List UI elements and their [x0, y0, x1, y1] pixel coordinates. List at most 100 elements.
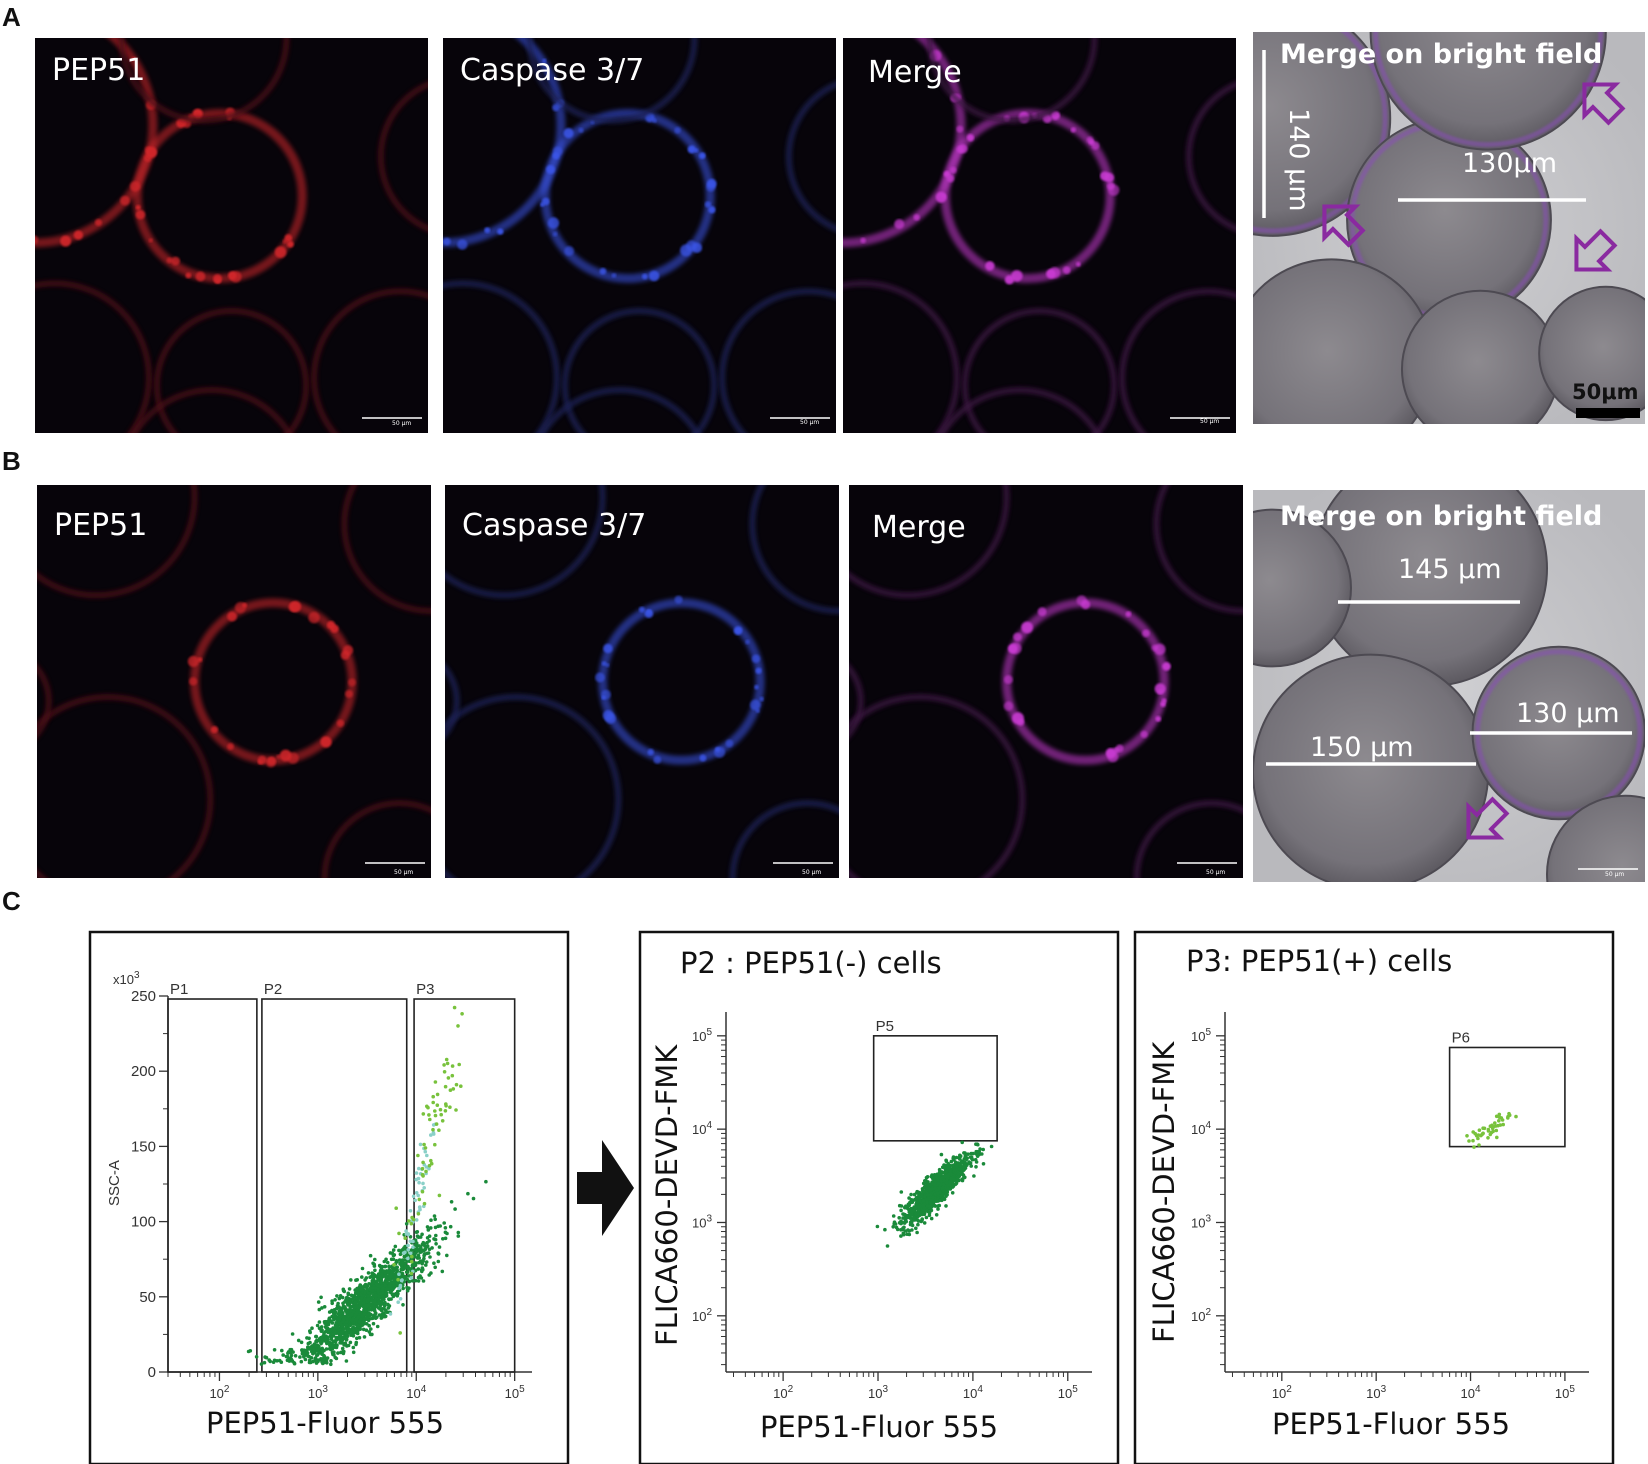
data-point [460, 1012, 464, 1016]
data-point [389, 1273, 394, 1277]
data-point [429, 1161, 434, 1166]
data-point [899, 1190, 904, 1194]
cell-spot [1062, 266, 1071, 275]
data-point [307, 1358, 312, 1363]
data-point [335, 1304, 340, 1308]
data-point [1467, 1139, 1471, 1143]
data-point [891, 1225, 895, 1229]
data-point [1476, 1136, 1480, 1141]
data-point [944, 1159, 949, 1163]
cell-spot [340, 650, 350, 660]
panel-a-horizontal-measure: 130μm [1462, 148, 1557, 179]
panel-b-micrograph-red-background [37, 485, 431, 878]
cell-spot [1021, 621, 1034, 634]
cell-spot [1106, 182, 1115, 190]
data-point [369, 1327, 373, 1331]
cell-spot [60, 235, 72, 247]
data-point [920, 1217, 924, 1221]
data-point [928, 1192, 933, 1197]
data-point [961, 1168, 966, 1172]
data-point [381, 1269, 386, 1273]
data-point [440, 1269, 445, 1274]
cell-spot [475, 7, 481, 13]
cell-spot [1003, 701, 1014, 711]
cell-spot [94, 219, 102, 227]
cell-spot [227, 271, 237, 280]
data-point [937, 1167, 942, 1172]
data-point [342, 1289, 347, 1294]
panel-a-pep51-scalebar-label: 50 μm [392, 420, 411, 427]
cell-spot [1007, 643, 1018, 654]
cell-spot [257, 759, 263, 765]
cell-spot [685, 240, 697, 252]
data-point [362, 1312, 367, 1316]
cell-spot [860, 237, 866, 244]
data-point [371, 1261, 375, 1266]
cell-spot [1075, 261, 1081, 267]
cell-ring [1185, 81, 1236, 232]
data-point [401, 1267, 406, 1271]
data-point [411, 1245, 415, 1249]
data-point [406, 1248, 411, 1252]
data-point [285, 1358, 290, 1363]
cell-ring [445, 693, 622, 878]
cell-spot [542, 58, 547, 63]
data-point [413, 1278, 418, 1283]
panel-b-caspase-title: Caspase 3/7 [462, 508, 646, 543]
cell-spot [73, 230, 84, 240]
data-point [445, 1231, 449, 1236]
cell-spot [564, 246, 575, 256]
data-point [431, 1100, 436, 1105]
panel-label-b: B [2, 446, 21, 476]
y-tick-label: 102 [692, 1307, 712, 1324]
cell-spot [966, 134, 975, 142]
cell-spot [1013, 632, 1022, 642]
chart2-points [875, 1140, 994, 1248]
data-point [425, 1240, 429, 1245]
y-tick-label: 105 [1191, 1027, 1211, 1044]
data-point [345, 1334, 350, 1338]
data-point [929, 1216, 934, 1221]
data-point [433, 1265, 438, 1270]
data-point [408, 1209, 413, 1213]
cell-ring [37, 693, 214, 878]
cell-spot [8, 234, 19, 245]
data-point [416, 1212, 421, 1216]
cell-spot [381, 15, 388, 22]
data-point [942, 1178, 947, 1183]
data-point [916, 1218, 920, 1223]
y-tick-label: 104 [692, 1120, 712, 1137]
arrow-icon [1322, 204, 1366, 248]
data-point [937, 1172, 942, 1177]
data-point [442, 1070, 447, 1074]
data-point [388, 1281, 393, 1285]
data-point [387, 1297, 391, 1301]
arrow-icon [1582, 82, 1626, 126]
cell-spot [70, 10, 78, 18]
data-point [443, 1084, 448, 1089]
cell-spot [348, 678, 356, 687]
data-point [471, 1196, 476, 1201]
data-point [364, 1328, 369, 1332]
chart2-xlabel: PEP51-Fluor 555 [760, 1410, 998, 1444]
data-point [388, 1278, 393, 1282]
data-point [279, 1360, 284, 1364]
data-point [398, 1283, 403, 1288]
x-tick-label: 103 [1366, 1384, 1386, 1401]
panel-b-measure-right: 130 μm [1516, 698, 1620, 729]
cell-spot [638, 606, 645, 613]
data-point [384, 1274, 389, 1278]
data-point [974, 1165, 978, 1169]
chart2: 102 103 104 105 102 103 104 105 P5 [692, 1012, 1092, 1401]
egg-cell [1369, 32, 1607, 151]
data-point [421, 1240, 426, 1245]
data-point [1497, 1119, 1501, 1123]
data-point [908, 1200, 912, 1204]
data-point [329, 1362, 333, 1367]
data-point [417, 1166, 421, 1171]
data-point [446, 1076, 451, 1080]
data-point [902, 1216, 907, 1220]
data-point [466, 1191, 470, 1196]
data-point [357, 1320, 362, 1324]
